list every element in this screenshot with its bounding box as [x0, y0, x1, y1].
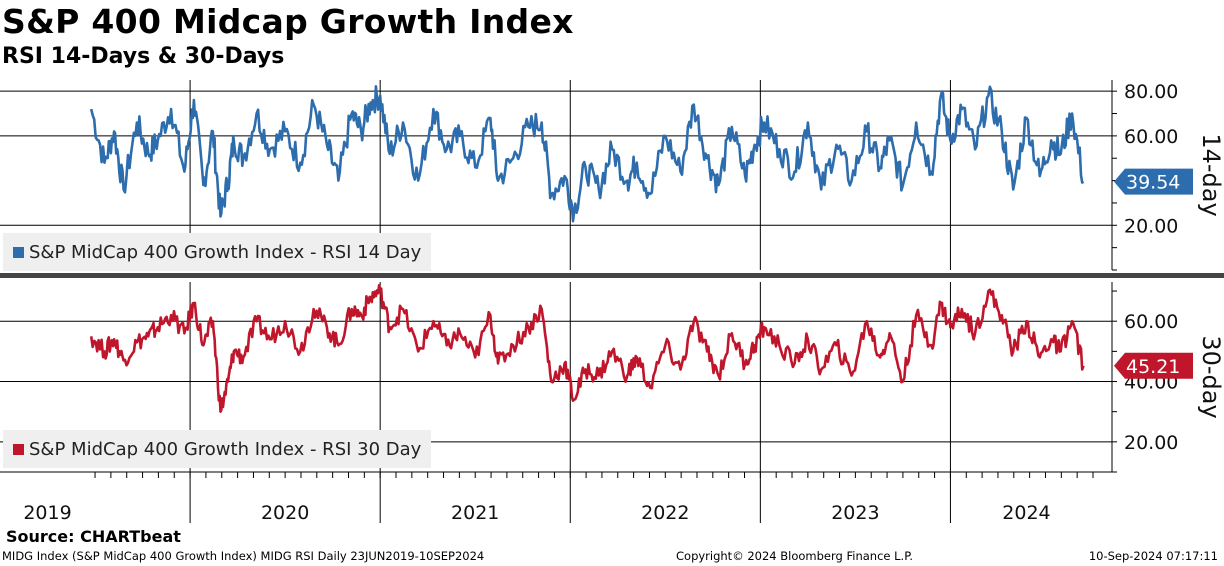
series-line-rsi30 [89, 284, 1085, 413]
x-tick-label-2023: 2023 [831, 502, 879, 524]
y-tick-label-rsi14-0: 80.00 [1124, 81, 1178, 103]
footer-timestamp: 10-Sep-2024 07:17:11 [1088, 549, 1218, 563]
legend-swatch-rsi14 [13, 246, 24, 258]
x-tick-label-2024: 2024 [1002, 502, 1050, 524]
x-tick-label-2019: 2019 [23, 502, 71, 524]
chart-title: S&P 400 Midcap Growth Index [2, 2, 574, 41]
legend-label-rsi30: S&P MidCap 400 Growth Index - RSI 30 Day [29, 438, 422, 460]
footer-ticker-info: MIDG Index (S&P MidCap 400 Growth Index)… [2, 549, 485, 563]
legend-rsi14: S&P MidCap 400 Growth Index - RSI 14 Day [3, 233, 432, 271]
series-line-rsi14 [89, 85, 1085, 223]
y-tick-label-rsi30-0: 60.00 [1124, 311, 1178, 333]
y-tick-label-rsi14-1: 60.00 [1124, 126, 1178, 148]
y-tick-label-rsi14-2: 20.00 [1124, 215, 1178, 237]
chart-subtitle: RSI 14-Days & 30-Days [2, 44, 285, 69]
last-value-tag-rsi14: 39.54 [1114, 168, 1193, 195]
last-value-tag-rsi30: 45.21 [1114, 352, 1193, 379]
last-value-tag-bg-rsi30 [1114, 352, 1193, 379]
source-note: Source: CHARTbeat [6, 527, 181, 546]
x-tick-label-2022: 2022 [641, 502, 689, 524]
footer-copyright: Copyright© 2024 Bloomberg Finance L.P. [676, 549, 913, 563]
last-value-label-rsi14: 39.54 [1126, 172, 1180, 194]
x-tick-label-2020: 2020 [261, 502, 309, 524]
legend-label-rsi14: S&P MidCap 400 Growth Index - RSI 14 Day [29, 241, 422, 263]
x-tick-label-2021: 2021 [451, 502, 499, 524]
axis-label-rsi14: 14-day [1197, 133, 1224, 216]
axis-label-rsi30: 30-day [1197, 335, 1224, 418]
legend-swatch-rsi30 [13, 443, 24, 455]
legend-rsi30: S&P MidCap 400 Growth Index - RSI 30 Day [3, 430, 432, 468]
last-value-tag-bg-rsi14 [1114, 168, 1193, 195]
panel-separator [0, 273, 1224, 278]
last-value-label-rsi30: 45.21 [1126, 356, 1180, 378]
y-tick-label-rsi30-2: 20.00 [1124, 432, 1178, 454]
